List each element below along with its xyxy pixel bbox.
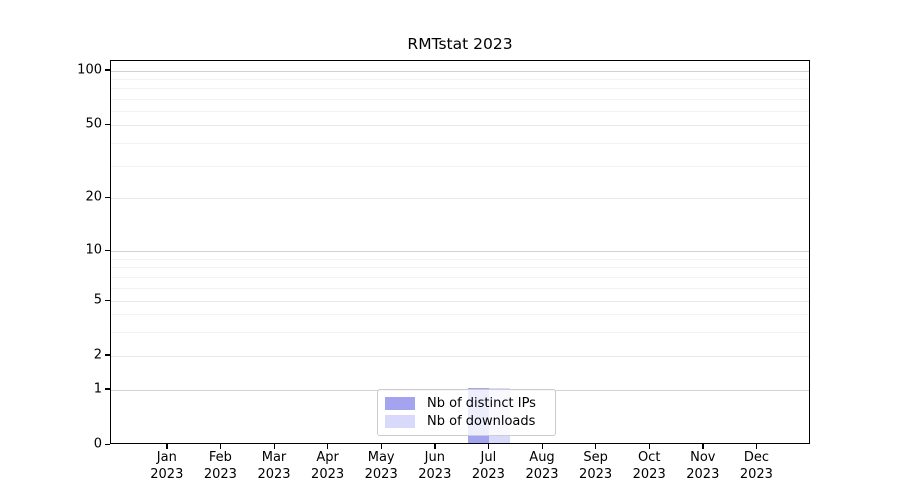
x-tick-month: Dec: [743, 450, 769, 465]
x-tick-month: Mar: [261, 450, 287, 465]
x-tick-year: 2023: [257, 466, 291, 482]
x-tick-label: Jul 2023: [460, 450, 516, 483]
x-tick-mark: [648, 444, 650, 449]
gridline-major: [111, 355, 809, 357]
y-tick-mark: [105, 69, 110, 71]
gridline-minor: [111, 276, 809, 278]
x-tick-mark: [541, 444, 543, 449]
x-tick-month: Nov: [690, 450, 716, 465]
x-tick-mark: [595, 444, 597, 449]
x-tick-month: May: [367, 450, 395, 465]
x-tick-label: Mar 2023: [246, 450, 302, 483]
gridline-major: [111, 251, 809, 252]
x-tick-year: 2023: [686, 466, 720, 482]
x-tick-label: May 2023: [353, 450, 409, 483]
x-tick-month: Jan: [156, 450, 177, 465]
legend-swatch-distinct-ips-icon: [385, 397, 415, 411]
y-tick-mark: [105, 123, 110, 125]
x-tick-label: Nov 2023: [675, 450, 731, 483]
gridline-minor: [111, 314, 809, 316]
legend-label-downloads: Nb of downloads: [427, 413, 536, 429]
gridline-minor: [111, 88, 809, 90]
gridline-minor: [111, 258, 809, 260]
y-tick-label: 10: [85, 242, 102, 258]
x-tick-year: 2023: [311, 466, 345, 482]
gridline-minor: [111, 267, 809, 269]
gridline-major: [111, 70, 809, 72]
x-tick-mark: [487, 444, 490, 449]
x-tick-mark: [327, 444, 329, 449]
y-tick-mark: [105, 196, 110, 198]
x-tick-year: 2023: [203, 466, 237, 482]
x-tick-month: Jun: [424, 450, 445, 465]
y-tick-label: 100: [77, 62, 102, 78]
legend: Nb of distinct IPs Nb of downloads: [377, 389, 556, 436]
gridline-major: [111, 301, 809, 302]
x-tick-mark: [702, 444, 704, 449]
legend-swatch-downloads-icon: [385, 414, 415, 428]
x-tick-label: Oct 2023: [621, 450, 677, 483]
x-tick-month: Sep: [583, 450, 608, 465]
legend-label-distinct-ips: Nb of distinct IPs: [427, 396, 536, 412]
y-tick-label: 0: [93, 436, 102, 452]
x-tick-mark: [434, 444, 436, 449]
x-tick-mark: [380, 444, 382, 449]
x-tick-mark: [755, 444, 758, 449]
gridline-minor: [111, 287, 809, 289]
x-tick-month: Aug: [529, 450, 555, 465]
y-tick-label: 2: [93, 347, 102, 363]
gridline-minor: [111, 142, 809, 144]
x-tick-label: Jun 2023: [407, 450, 463, 483]
plot-canvas: [111, 61, 809, 443]
legend-item-downloads: Nb of downloads: [385, 413, 547, 431]
x-tick-year: 2023: [739, 466, 773, 482]
x-tick-mark: [273, 444, 275, 449]
gridline-minor: [111, 79, 809, 81]
x-tick-label: Aug 2023: [514, 450, 570, 483]
x-tick-year: 2023: [364, 466, 398, 482]
x-tick-year: 2023: [471, 466, 505, 482]
chart-title: RMTstat 2023: [407, 35, 513, 53]
legend-item-distinct-ips: Nb of distinct IPs: [385, 395, 547, 413]
y-tick-label: 20: [85, 189, 102, 205]
y-tick-mark: [105, 354, 110, 356]
y-tick-label: 5: [93, 292, 102, 308]
y-tick-mark: [105, 249, 110, 251]
x-tick-year: 2023: [579, 466, 613, 482]
x-tick-month: Apr: [316, 450, 339, 465]
gridline-minor: [111, 98, 809, 100]
x-tick-month: Feb: [208, 450, 232, 465]
plot-area: [110, 60, 810, 444]
x-tick-month: Oct: [637, 450, 661, 465]
x-tick-mark: [219, 444, 222, 449]
x-tick-year: 2023: [632, 466, 666, 482]
gridline-minor: [111, 165, 809, 167]
x-tick-label: Feb 2023: [192, 450, 248, 483]
x-tick-mark: [166, 444, 168, 449]
x-tick-label: Dec 2023: [728, 450, 784, 483]
x-tick-year: 2023: [150, 466, 184, 482]
x-tick-year: 2023: [418, 466, 452, 482]
x-tick-month: Jul: [480, 450, 497, 465]
gridline-major: [111, 125, 809, 127]
gridline-minor: [111, 331, 809, 333]
x-tick-label: Jan 2023: [139, 450, 195, 483]
y-tick-label: 50: [85, 116, 102, 132]
y-tick-mark: [105, 443, 110, 445]
y-tick-mark: [105, 388, 110, 390]
gridline-major: [111, 198, 809, 199]
x-tick-year: 2023: [525, 466, 559, 482]
y-tick-mark: [105, 299, 110, 301]
y-tick-label: 1: [93, 381, 102, 397]
x-tick-label: Apr 2023: [300, 450, 356, 483]
x-tick-label: Sep 2023: [568, 450, 624, 483]
gridline-minor: [111, 110, 809, 112]
